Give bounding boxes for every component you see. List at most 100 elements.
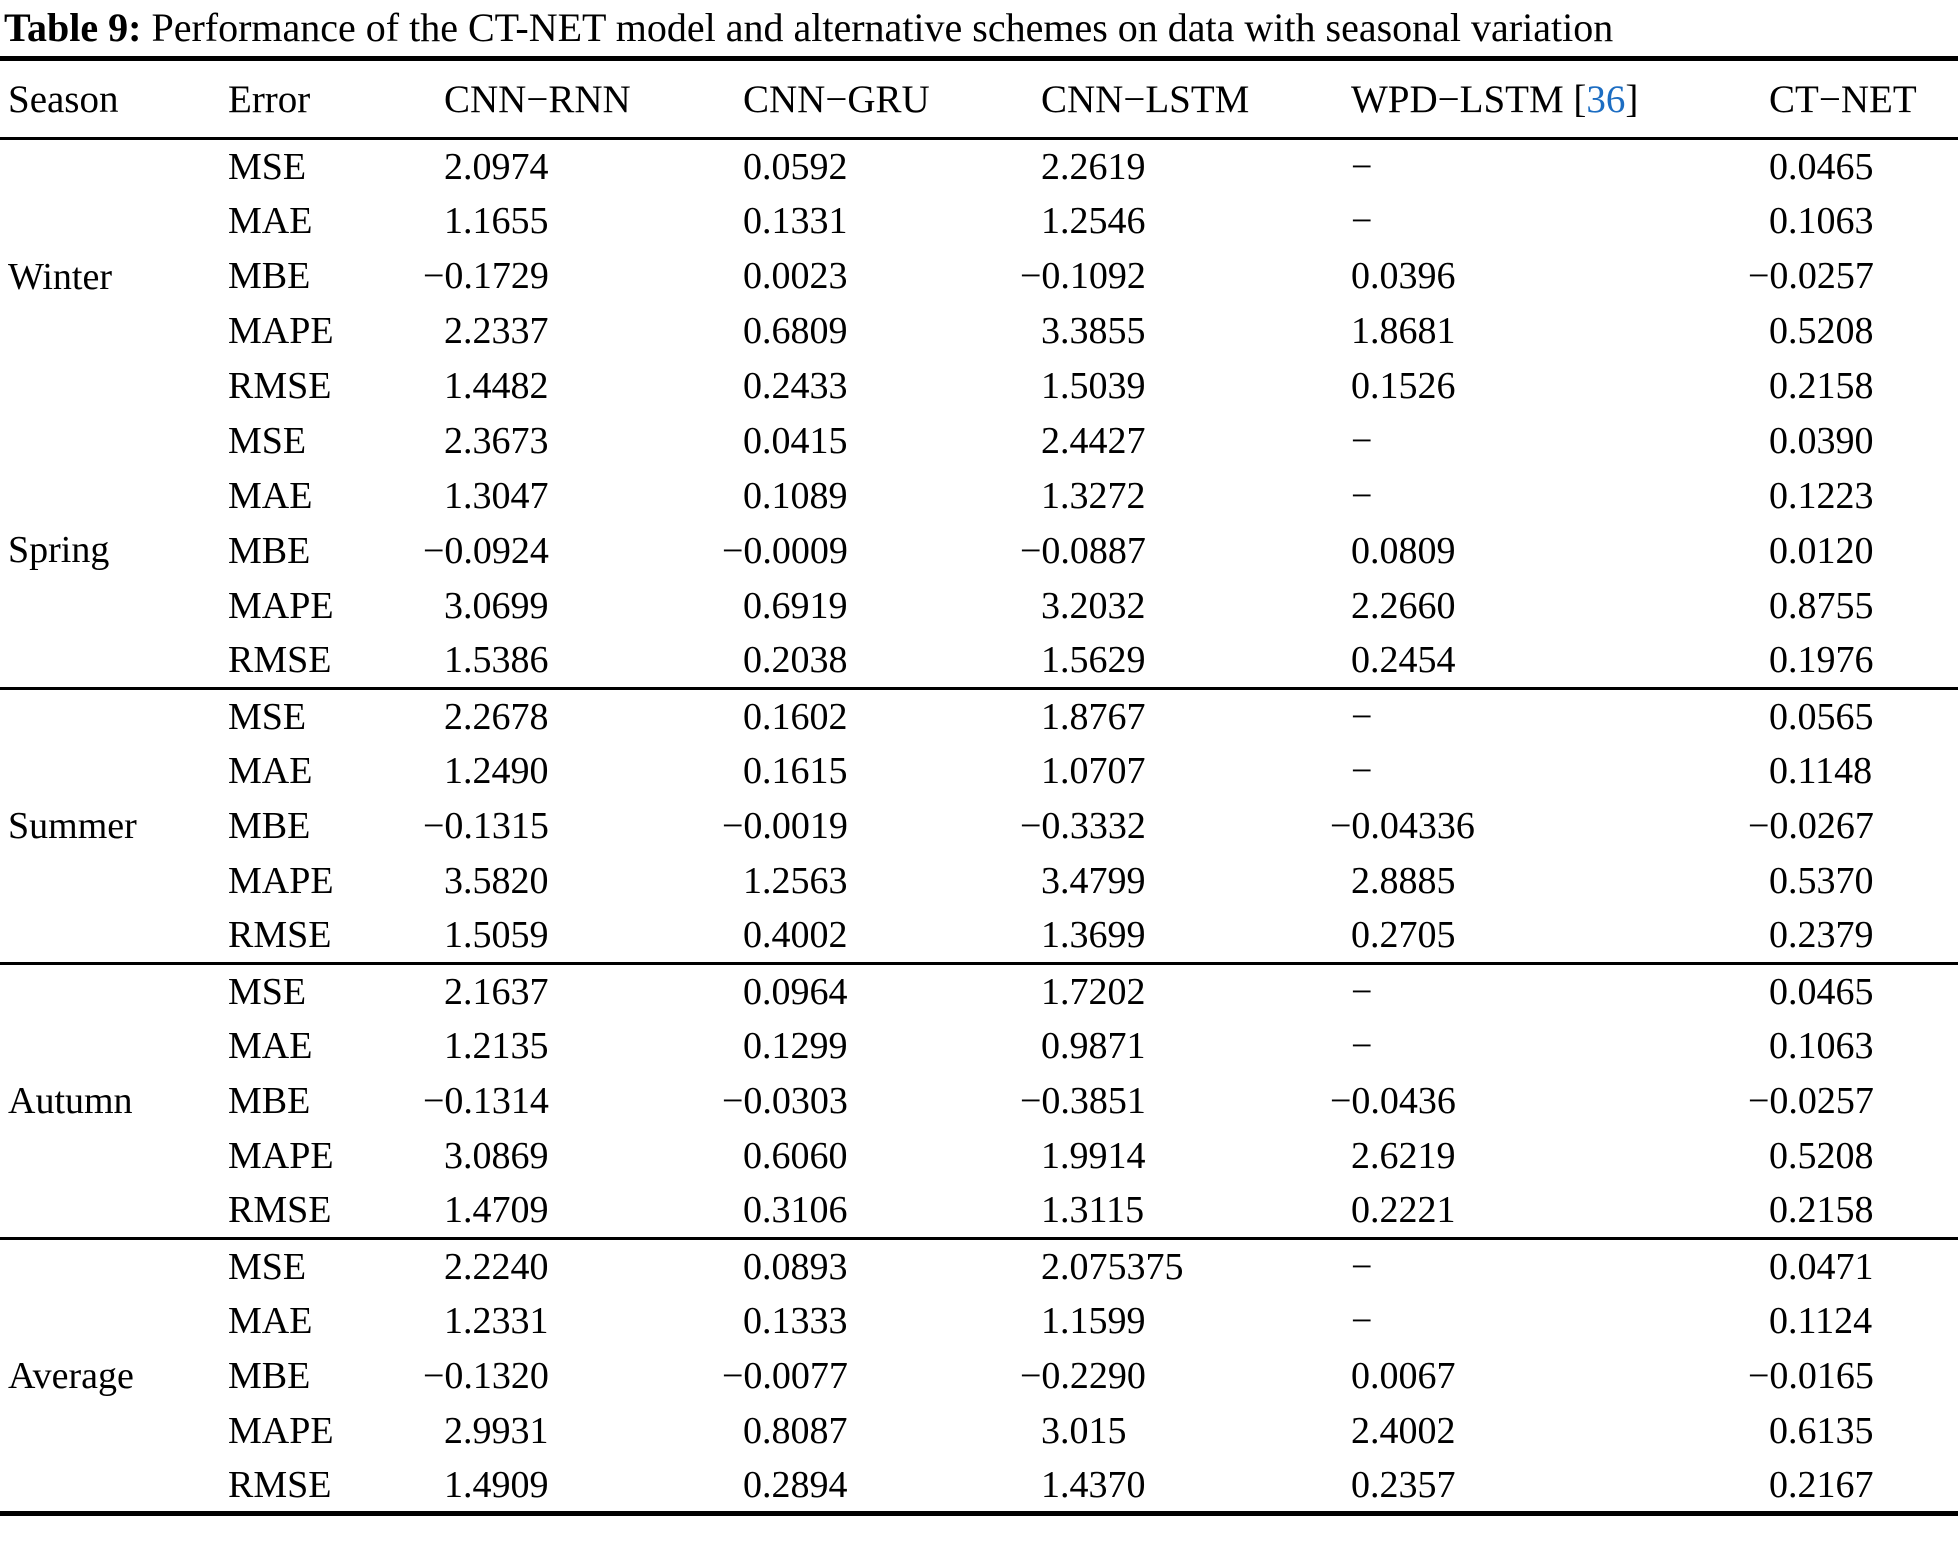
table-row: MBE −0.0924 −0.0009 −0.0887 0.0809 0.0120 xyxy=(0,524,1958,579)
metric-value: 0.0964 xyxy=(743,970,848,1013)
metric-value-cell: 0.0067 xyxy=(1330,1349,1748,1404)
missing-value-dash: − xyxy=(1351,1245,1373,1288)
metric-value: 0.5208 xyxy=(1769,1135,1874,1177)
metric-value-cell: 0.2158 xyxy=(1748,359,1958,414)
metric-value-cell: 2.4002 xyxy=(1330,1404,1748,1459)
metric-value: 0.1124 xyxy=(1769,1300,1873,1342)
missing-value-dash: − xyxy=(1351,970,1373,1013)
column-header-cnn-lstm: CNN−LSTM xyxy=(1020,58,1330,140)
metric-value: 0.0809 xyxy=(1351,530,1456,572)
metric-value-cell: 1.8767 xyxy=(1020,687,1330,744)
error-metric-label: MSE xyxy=(228,962,423,1019)
metric-value-cell: 0.1063 xyxy=(1748,1019,1958,1074)
error-metric-label: MSE xyxy=(228,420,307,462)
metric-value: 1.0707 xyxy=(1041,750,1146,792)
metric-value-cell: 3.4799 xyxy=(1020,854,1330,909)
error-metric-label: MAPE xyxy=(228,1135,334,1177)
metric-value: 1.3047 xyxy=(444,475,549,517)
metric-value: 2.2619 xyxy=(1041,145,1146,188)
table-row: Spring MSE 2.3673 0.0415 2.4427 − 0.0390 xyxy=(0,414,1958,571)
table-row: Summer MSE 2.2678 0.1602 1.8767 − 0.0565 xyxy=(0,687,1958,964)
metric-value-cell: 2.1637 xyxy=(423,962,722,1019)
missing-value-dash: − xyxy=(1351,200,1373,242)
season-label: Autumn xyxy=(0,962,228,1239)
metric-value-cell: 0.0390 xyxy=(1748,414,1958,469)
metric-value-cell: 3.0869 xyxy=(423,1129,722,1184)
metric-value-cell: 2.2678 xyxy=(423,687,722,744)
metric-value: 1.8681 xyxy=(1351,310,1456,352)
metric-value-cell: −0.1315 xyxy=(423,799,722,854)
missing-value-dash: − xyxy=(1351,1300,1373,1342)
metric-value-cell: 0.0465 xyxy=(1748,139,1958,194)
error-metric-label: MAE xyxy=(228,1300,313,1342)
missing-value-cell: − xyxy=(1330,744,1748,799)
model-name-label: CNN−LSTM xyxy=(1041,77,1250,121)
missing-value-cell: − xyxy=(1330,139,1748,194)
metric-value: 0.6809 xyxy=(743,310,848,352)
metric-value-cell: 0.0592 xyxy=(722,139,1020,194)
column-header-error: Error xyxy=(228,58,423,140)
metric-value-cell: 0.8755 xyxy=(1748,579,1958,634)
season-label: Winter xyxy=(8,255,112,298)
metric-value: 0.2705 xyxy=(1351,914,1456,957)
metric-value-cell: 0.1602 xyxy=(722,687,1020,744)
metric-value: 0.0023 xyxy=(743,255,848,297)
metric-value-cell: 0.1526 xyxy=(1330,359,1748,414)
metric-value-cell: −0.0019 xyxy=(722,799,1020,854)
metric-value: 3.5820 xyxy=(444,860,549,902)
metric-value: 0.0396 xyxy=(1351,255,1456,297)
metric-value-cell: 2.6219 xyxy=(1330,1129,1748,1184)
table-row: MBE −0.1320 −0.0077 −0.2290 0.0067 −0.0165 xyxy=(0,1349,1958,1404)
metric-value: 2.4002 xyxy=(1351,1410,1456,1452)
metric-value: 1.2331 xyxy=(444,1300,549,1342)
metric-value: 0.0390 xyxy=(1769,420,1874,462)
metric-value-cell: 1.4709 xyxy=(423,1184,722,1239)
missing-value-cell: − xyxy=(1330,1237,1748,1294)
metric-value-cell: −0.1729 xyxy=(423,249,722,304)
missing-value-dash: − xyxy=(1351,420,1373,462)
table-row: RMSE 1.4909 0.2894 1.4370 0.2357 0.2167 xyxy=(0,1459,1958,1514)
metric-value: 1.7202 xyxy=(1041,970,1146,1013)
metric-value: 1.2546 xyxy=(1041,200,1146,242)
metric-value-cell: 0.2894 xyxy=(722,1459,1020,1514)
error-metric-label: MBE xyxy=(228,255,311,297)
metric-value: 0.8755 xyxy=(1769,585,1874,627)
table-row: MAPE 2.2337 0.6809 3.3855 1.8681 0.5208 xyxy=(0,304,1958,359)
metric-value-cell: 2.9931 xyxy=(423,1404,722,1459)
metric-value-cell: −0.0924 xyxy=(423,524,722,579)
metric-value: −0.04336 xyxy=(1330,805,1475,847)
metric-value: 1.5386 xyxy=(444,639,549,682)
metric-value-cell: 2.4427 xyxy=(1020,414,1330,469)
metric-value-cell: 1.3272 xyxy=(1020,469,1330,524)
header-row: Season Error CNN−RNN CNN−GRU CNN−LSTM WPD−LST… xyxy=(0,58,1958,140)
citation-link[interactable]: 36 xyxy=(1586,77,1626,121)
metric-value: −0.1314 xyxy=(423,1080,549,1122)
metric-value: 0.2433 xyxy=(743,365,848,407)
error-metric-label: RMSE xyxy=(228,1189,332,1232)
metric-value: 3.015 xyxy=(1041,1410,1127,1452)
metric-value: 0.0120 xyxy=(1769,530,1874,572)
metric-value-cell: 3.3855 xyxy=(1020,304,1330,359)
metric-value: −0.1315 xyxy=(423,805,549,847)
metric-value: 3.0699 xyxy=(444,585,549,627)
table-row: MAPE 3.5820 1.2563 3.4799 2.8885 0.5370 xyxy=(0,854,1958,909)
metric-value-cell: 3.2032 xyxy=(1020,579,1330,634)
metric-value-cell: 2.0974 xyxy=(423,139,722,194)
error-metric-label: MSE xyxy=(228,145,307,188)
metric-value: 0.4002 xyxy=(743,914,848,957)
missing-value-cell: − xyxy=(1330,962,1748,1019)
table-row: RMSE 1.5059 0.4002 1.3699 0.2705 0.2379 xyxy=(0,909,1958,964)
metric-value: −0.0257 xyxy=(1748,1080,1874,1122)
metric-value: −0.0009 xyxy=(722,530,848,572)
missing-value-cell: − xyxy=(1330,1019,1748,1074)
metric-value-cell: 0.2038 xyxy=(722,634,1020,689)
missing-value-dash: − xyxy=(1351,475,1373,517)
metric-value: 0.2167 xyxy=(1769,1463,1874,1506)
error-metric-label: MAE xyxy=(228,1025,313,1067)
column-header-cnn-rnn: CNN−RNN xyxy=(423,58,722,140)
metric-value-cell: −0.3851 xyxy=(1020,1074,1330,1129)
metric-value: 0.2357 xyxy=(1351,1463,1456,1506)
metric-value: 3.2032 xyxy=(1041,585,1146,627)
metric-value: 0.0565 xyxy=(1769,695,1874,738)
metric-value-cell: 1.0707 xyxy=(1020,744,1330,799)
